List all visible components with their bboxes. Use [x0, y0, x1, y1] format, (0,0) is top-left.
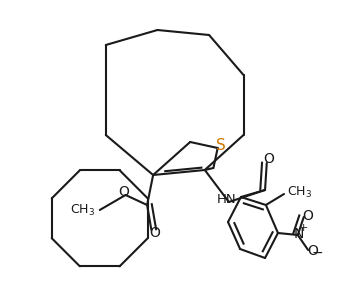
Text: O: O [119, 185, 129, 199]
Text: CH$_3$: CH$_3$ [70, 203, 95, 217]
Text: O: O [302, 208, 313, 222]
Text: O: O [263, 152, 274, 166]
Text: −: − [312, 245, 323, 259]
Text: S: S [216, 138, 226, 153]
Text: O: O [149, 226, 160, 240]
Text: +: + [298, 223, 308, 233]
Text: N: N [294, 227, 304, 241]
Text: CH$_3$: CH$_3$ [287, 185, 312, 200]
Text: O: O [307, 244, 318, 258]
Text: HN: HN [217, 193, 236, 206]
